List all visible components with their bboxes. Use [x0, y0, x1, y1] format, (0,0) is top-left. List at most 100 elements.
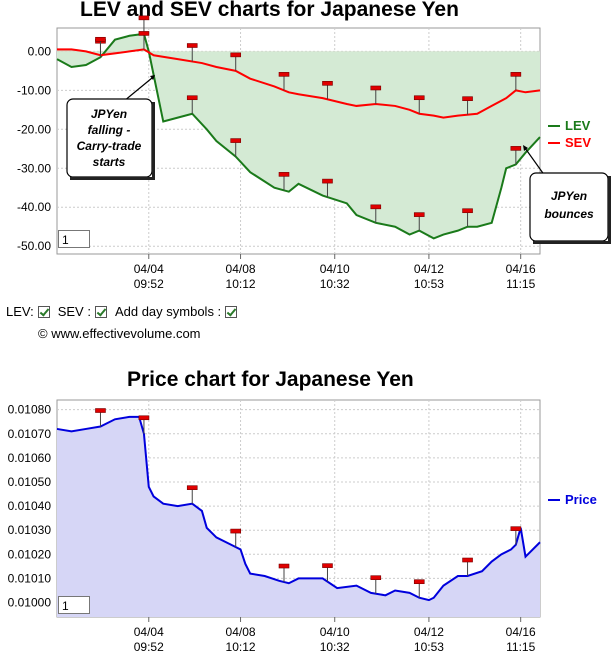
lev-checkbox[interactable] — [37, 305, 50, 318]
lev-x-tick-time: 10:32 — [320, 277, 350, 291]
lev-x-tick-date: 04/08 — [226, 262, 256, 276]
lev-day-marker-flag — [278, 172, 290, 177]
lev-page-input[interactable]: 1 — [58, 230, 90, 248]
callout-falling-line1: JPYen — [91, 107, 127, 121]
lev-day-marker-flag — [413, 95, 425, 101]
lev-day-marker-flag — [230, 138, 242, 143]
price-day-marker-flag — [462, 557, 473, 563]
price-x-tick-date: 04/04 — [134, 625, 164, 639]
lev-sev-chart: 0.00 -10.00 -20.00 -30.00 -40.00 -50.00 04/04… — [17, 15, 611, 291]
lev-y-tick-label: -10.00 — [17, 83, 51, 97]
lev-legend-label: LEV — [565, 118, 591, 133]
price-y-tick-labels: 0.01080 0.01070 0.01060 0.01050 0.01040 0.010… — [8, 403, 52, 610]
lev-x-tick-time: 11:15 — [506, 277, 535, 291]
lev-line-sev — [57, 48, 541, 119]
price-y-tick-label: 0.01020 — [8, 547, 52, 561]
price-y-tick-label: 0.01030 — [8, 523, 52, 537]
lev-day-marker-flag — [138, 15, 150, 21]
lev-x-tick-time: 10:12 — [226, 277, 256, 291]
price-y-tick-label: 0.01050 — [8, 475, 52, 489]
lev-y-tick-label: -30.00 — [17, 161, 51, 175]
price-line-price — [56, 415, 541, 602]
lev-toggle-label: LEV: — [6, 304, 34, 319]
price-legend: Price — [548, 492, 597, 507]
lev-day-marker-flag — [278, 72, 290, 77]
price-y-tick-label: 0.01010 — [8, 571, 52, 585]
price-page-input[interactable]: 1 — [58, 596, 90, 614]
price-day-marker-flag — [510, 526, 522, 531]
lev-x-tick-date: 04/04 — [134, 262, 164, 276]
lev-day-marker-flag — [370, 204, 382, 210]
price-x-tick-date: 04/12 — [414, 625, 444, 639]
callout-bounces: JPYen bounces — [523, 145, 611, 244]
price-x-tick-date: 04/10 — [320, 625, 350, 639]
lev-x-tick-time: 10:53 — [414, 277, 444, 291]
price-day-marker-flag — [370, 575, 382, 580]
price-day-marker-flag — [230, 528, 242, 534]
sev-toggle-label: SEV : — [57, 304, 91, 319]
lev-y-tick-label: -40.00 — [17, 200, 51, 214]
lev-day-marker-flag — [322, 178, 333, 184]
lev-day-marker-flag — [413, 212, 425, 217]
lev-x-tick-date: 04/16 — [506, 262, 536, 276]
price-lines — [56, 415, 541, 602]
lev-legend: LEV SEV — [548, 118, 591, 150]
price-day-markers — [95, 408, 522, 598]
sev-checkbox[interactable] — [94, 305, 107, 318]
lev-day-marker-flag — [138, 31, 150, 36]
lev-day-marker-flag — [462, 208, 473, 214]
callout-bounces-line2: bounces — [544, 207, 594, 221]
lev-day-marker-flag — [510, 146, 522, 151]
price-x-tick-time: 10:32 — [320, 640, 350, 654]
lev-y-tick-label: -20.00 — [17, 122, 51, 136]
callout-falling-line2: falling - — [88, 123, 131, 137]
copyright-text: © www.effectivevolume.com — [38, 326, 201, 341]
lev-day-markers — [95, 15, 522, 231]
lev-y-tick-label: 0.00 — [28, 44, 52, 58]
callout-falling: JPYen falling - Carry-trade starts — [66, 75, 155, 180]
price-fill — [57, 416, 540, 617]
lev-area-lev — [57, 33, 540, 239]
lev-day-marker-flag — [186, 95, 198, 101]
price-x-tick-date: 04/16 — [506, 625, 536, 639]
lev-day-marker-flag — [322, 81, 333, 86]
price-area-price — [57, 416, 540, 617]
price-y-tick-label: 0.01040 — [8, 499, 52, 513]
lev-x-tick-date: 04/10 — [320, 262, 350, 276]
lev-day-marker-flag — [510, 72, 522, 77]
price-x-tick-date: 04/08 — [226, 625, 256, 639]
price-day-marker-flag — [278, 563, 290, 569]
lev-y-tick-label: -50.00 — [17, 239, 51, 253]
price-chart-title: Price chart for Japanese Yen — [127, 368, 414, 391]
price-y-tick-label: 0.01080 — [8, 403, 52, 417]
callout-falling-line4: starts — [93, 155, 126, 169]
price-day-marker-flag — [138, 415, 150, 421]
price-x-tick-time: 10:12 — [226, 640, 256, 654]
day-symbols-label: Add day symbols : — [114, 304, 222, 319]
price-y-tick-label: 0.01000 — [8, 596, 52, 610]
price-day-marker-flag — [322, 563, 333, 568]
price-day-marker-flag — [95, 408, 106, 413]
price-chart: 0.01080 0.01070 0.01060 0.01050 0.01040 0.010… — [8, 399, 597, 654]
lev-legend-label: SEV — [565, 135, 591, 150]
price-x-tick-time: 11:15 — [506, 640, 535, 654]
callout-falling-line3: Carry-trade — [77, 139, 142, 153]
price-legend-label: Price — [565, 492, 597, 507]
lev-day-marker-flag — [186, 43, 198, 48]
lev-x-tick-date: 04/12 — [414, 262, 444, 276]
lev-y-tick-labels: 0.00 -10.00 -20.00 -30.00 -40.00 -50.00 — [17, 44, 51, 253]
price-y-tick-label: 0.01060 — [8, 451, 52, 465]
lev-day-marker-flag — [462, 96, 473, 101]
price-day-marker-flag — [413, 579, 425, 585]
price-x-tick-time: 09:52 — [134, 640, 164, 654]
price-y-tick-label: 0.01070 — [8, 427, 52, 441]
price-day-marker-flag — [186, 485, 198, 490]
lev-x-tick-time: 09:52 — [134, 277, 164, 291]
series-toggle-row: LEV: SEV : Add day symbols : — [6, 304, 241, 319]
price-x-tick-time: 10:53 — [414, 640, 444, 654]
lev-day-marker-flag — [230, 52, 242, 58]
lev-day-marker-flag — [95, 36, 106, 42]
day-symbols-checkbox[interactable] — [225, 305, 238, 318]
